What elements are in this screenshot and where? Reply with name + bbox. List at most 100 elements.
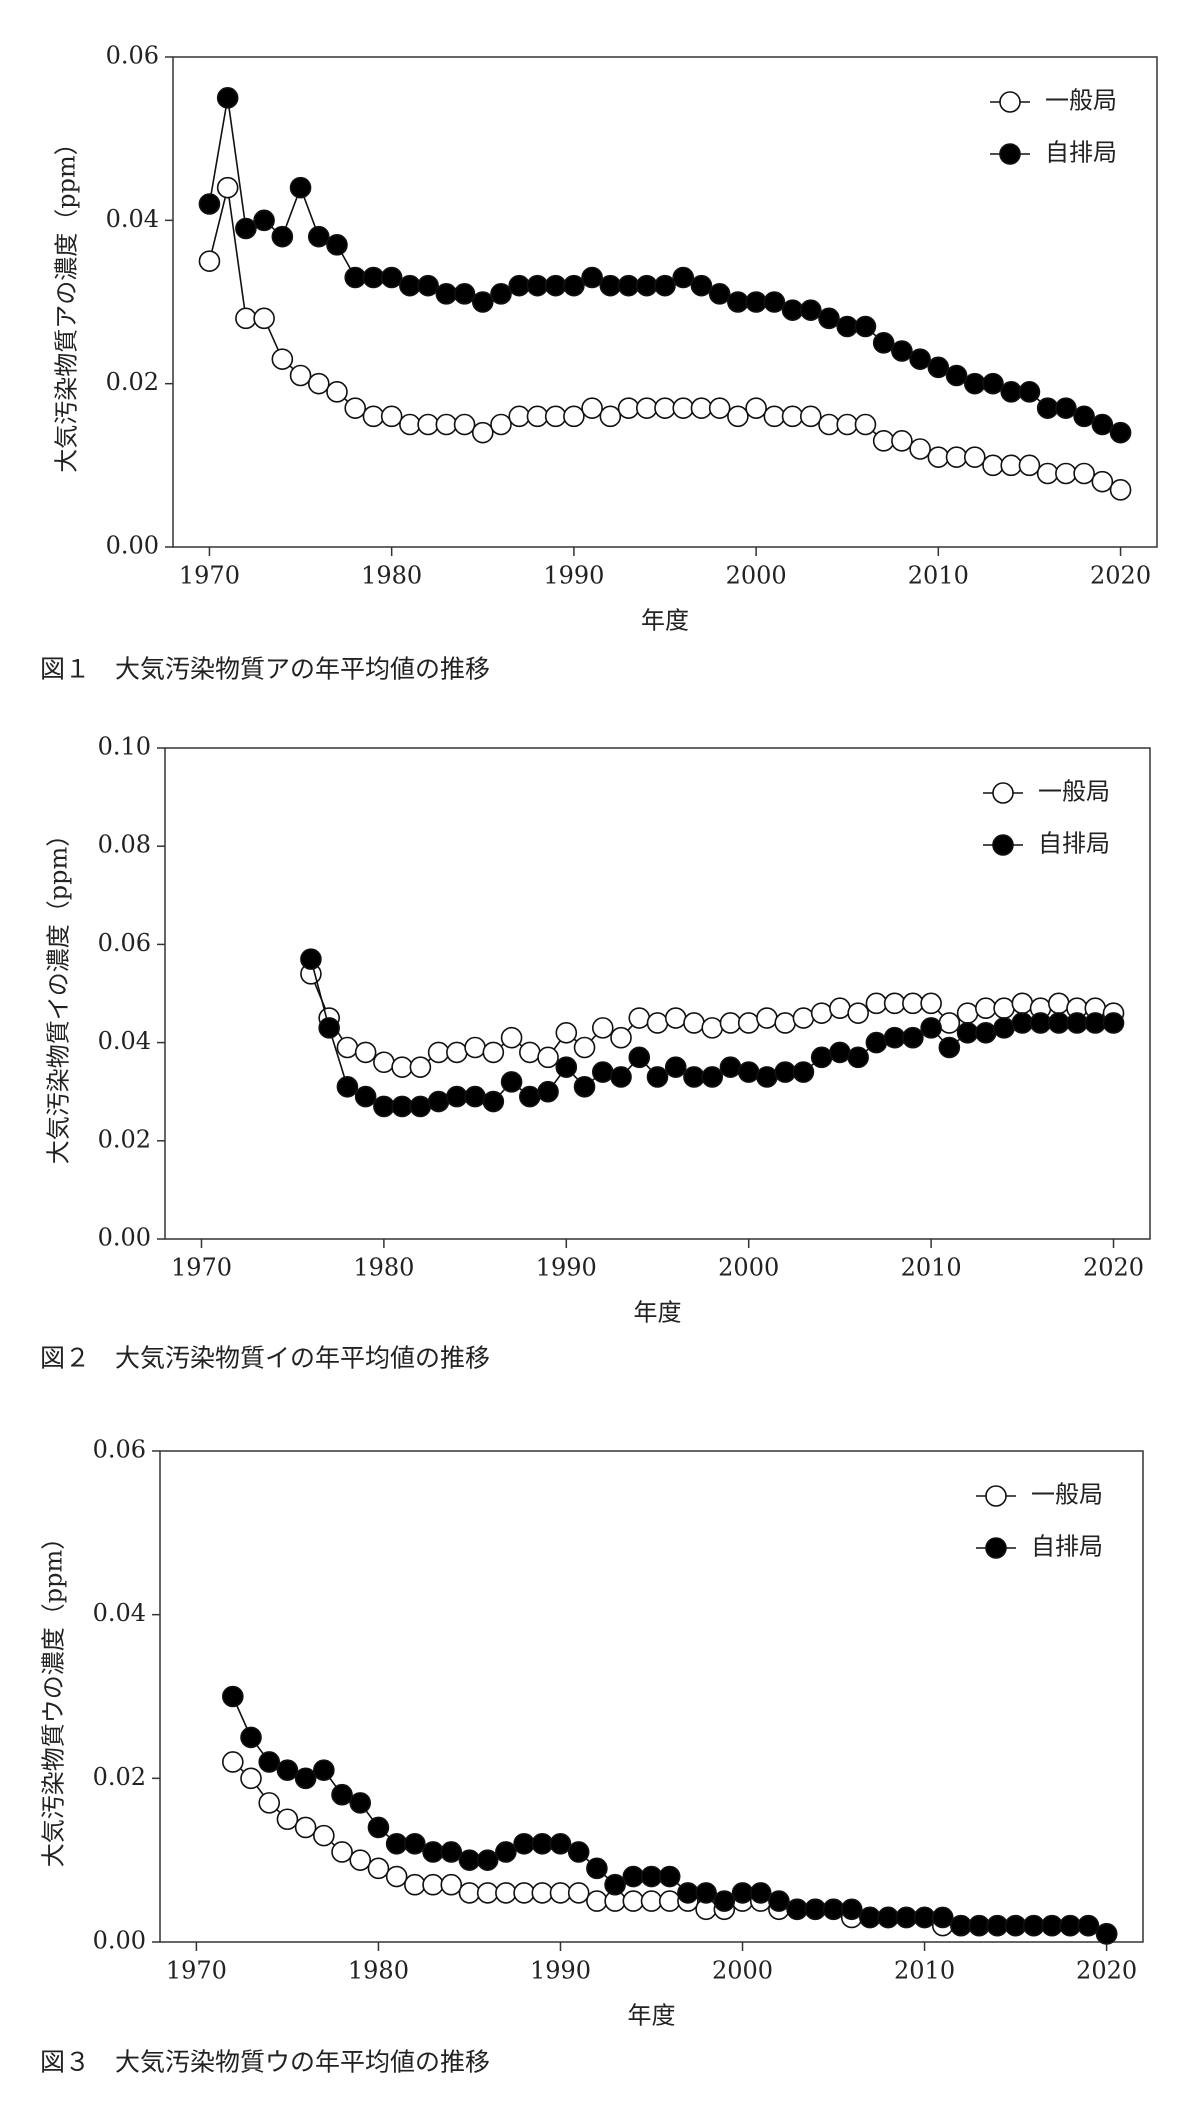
x-tick-label: 1980 <box>348 1957 409 1985</box>
x-tick-label: 1990 <box>536 1254 597 1282</box>
data-point <box>727 291 749 313</box>
data-point <box>818 307 840 330</box>
data-point <box>763 291 786 313</box>
data-point <box>344 266 367 289</box>
data-point <box>537 1080 559 1103</box>
data-point <box>458 1882 481 1904</box>
data-point <box>799 405 822 428</box>
data-point <box>563 274 585 297</box>
data-point <box>490 283 512 305</box>
data-point <box>349 1849 372 1871</box>
data-point <box>500 1026 523 1049</box>
data-point <box>344 397 367 419</box>
data-point <box>537 1046 559 1069</box>
data-point <box>865 1031 888 1054</box>
data-point <box>435 283 458 305</box>
data-point <box>508 274 531 297</box>
y-tick-label: 0.04 <box>98 1027 151 1055</box>
data-point <box>677 1882 699 1904</box>
data-point <box>404 1873 426 1896</box>
data-point <box>701 1066 724 1088</box>
data-point <box>1077 1914 1100 1937</box>
data-point <box>895 1906 918 1929</box>
y-tick-label: 0.00 <box>93 1927 146 1955</box>
data-point <box>628 1007 651 1029</box>
data-point <box>476 1849 499 1871</box>
caption: 図１ 大気汚染物質アの年平均値の推移 <box>40 655 490 684</box>
data-point <box>1011 992 1034 1015</box>
data-point <box>737 1012 760 1034</box>
data-point <box>276 1759 299 1781</box>
data-point <box>719 1056 742 1078</box>
data-point <box>745 397 767 419</box>
data-point <box>276 1808 299 1831</box>
data-point <box>508 405 531 428</box>
data-point <box>938 1012 961 1034</box>
data-point <box>902 992 924 1015</box>
data-point <box>690 397 713 419</box>
data-point <box>495 1882 517 1904</box>
data-point <box>198 193 221 215</box>
x-tick-label: 2020 <box>1076 1957 1137 1985</box>
data-point <box>476 1882 499 1904</box>
data-point <box>993 1017 1015 1039</box>
x-tick-label: 2020 <box>1090 562 1151 590</box>
data-point <box>847 1002 869 1024</box>
legend-label: 一般局 <box>1031 1481 1103 1509</box>
data-point <box>464 1085 486 1108</box>
data-point <box>731 1882 754 1904</box>
data-point <box>836 315 859 338</box>
data-point <box>586 1890 608 1912</box>
data-point <box>555 1056 578 1078</box>
data-point <box>872 430 895 452</box>
x-tick-label: 1980 <box>361 562 422 590</box>
data-point <box>877 1906 899 1929</box>
data-point <box>573 1075 596 1098</box>
data-point <box>549 1882 572 1904</box>
data-point <box>617 397 640 419</box>
data-point <box>909 348 931 370</box>
data-point <box>628 1046 651 1069</box>
data-point <box>763 405 786 428</box>
data-point <box>1004 1914 1027 1937</box>
data-point <box>581 266 603 289</box>
data-point <box>640 1890 663 1912</box>
data-point <box>482 1041 505 1064</box>
data-point <box>326 234 348 256</box>
data-point <box>567 1882 590 1904</box>
data-point <box>810 1002 833 1024</box>
data-point <box>362 405 385 428</box>
data-point <box>1047 1012 1070 1034</box>
data-point <box>1018 381 1041 403</box>
data-point <box>945 446 968 468</box>
x-tick-label: 2000 <box>718 1254 779 1282</box>
y-tick-label: 0.06 <box>106 42 159 70</box>
data-point <box>756 1066 778 1088</box>
data-point <box>1000 381 1023 403</box>
data-point <box>646 1066 669 1088</box>
data-point <box>1073 405 1095 428</box>
data-point <box>240 1767 262 1790</box>
data-point <box>586 1857 608 1880</box>
data-point <box>683 1066 705 1088</box>
data-point <box>872 332 895 354</box>
data-point <box>380 405 403 428</box>
data-point <box>1029 1012 1052 1034</box>
plot-frame <box>164 747 1151 1240</box>
x-tick-label: 2010 <box>894 1957 955 1985</box>
y-tick-label: 0.06 <box>93 1436 146 1464</box>
data-point <box>544 405 567 428</box>
data-point <box>792 1007 815 1029</box>
data-point <box>756 1007 778 1029</box>
data-point <box>336 1036 359 1059</box>
data-point <box>599 274 622 297</box>
data-point <box>617 274 640 297</box>
data-point <box>993 997 1015 1020</box>
data-point <box>920 992 942 1015</box>
data-point <box>927 356 950 379</box>
data-point <box>781 405 804 428</box>
data-point <box>963 372 986 395</box>
data-point <box>313 1759 335 1781</box>
data-point <box>464 1036 486 1059</box>
y-tick-label: 0.02 <box>106 368 159 396</box>
